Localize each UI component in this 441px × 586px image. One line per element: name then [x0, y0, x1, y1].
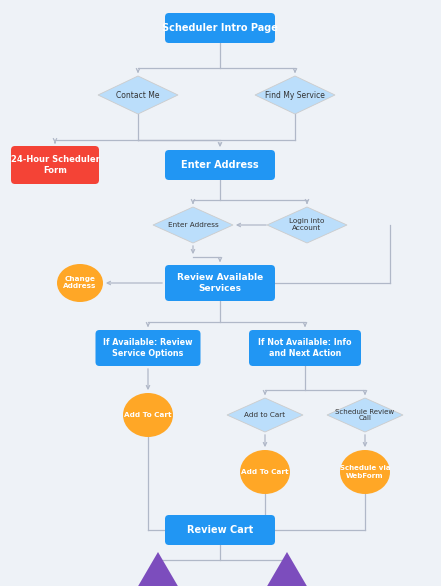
Text: Add to Cart: Add to Cart — [244, 412, 286, 418]
Text: Enter Address: Enter Address — [168, 222, 218, 228]
Text: Add To Cart: Add To Cart — [124, 412, 172, 418]
Text: 24-Hour Scheduler
Form: 24-Hour Scheduler Form — [11, 155, 99, 175]
FancyBboxPatch shape — [11, 146, 99, 184]
FancyBboxPatch shape — [165, 13, 275, 43]
Text: Contact Me: Contact Me — [116, 90, 160, 100]
Ellipse shape — [57, 264, 103, 302]
FancyBboxPatch shape — [249, 330, 361, 366]
FancyBboxPatch shape — [96, 330, 201, 366]
Text: Find My Service: Find My Service — [265, 90, 325, 100]
FancyBboxPatch shape — [165, 150, 275, 180]
Text: Review Cart: Review Cart — [187, 525, 253, 535]
Text: Login into
Account: Login into Account — [289, 219, 325, 231]
Polygon shape — [227, 398, 303, 432]
Text: Scheduler Intro Page: Scheduler Intro Page — [162, 23, 278, 33]
Polygon shape — [98, 76, 178, 114]
Text: Enter Address: Enter Address — [181, 160, 259, 170]
Text: Schedule via
WebForm: Schedule via WebForm — [340, 465, 390, 479]
Ellipse shape — [340, 450, 390, 494]
Text: If Not Available: Info
and Next Action: If Not Available: Info and Next Action — [258, 338, 352, 357]
Text: Schedule Review
Call: Schedule Review Call — [336, 408, 395, 421]
Polygon shape — [137, 552, 179, 586]
FancyBboxPatch shape — [165, 515, 275, 545]
Polygon shape — [267, 207, 347, 243]
FancyBboxPatch shape — [165, 265, 275, 301]
Text: If Available: Review
Service Options: If Available: Review Service Options — [103, 338, 193, 357]
Text: Add To Cart: Add To Cart — [241, 469, 289, 475]
Text: Change
Address: Change Address — [64, 277, 97, 289]
Polygon shape — [153, 207, 233, 243]
Ellipse shape — [240, 450, 290, 494]
Polygon shape — [327, 398, 403, 432]
Polygon shape — [255, 76, 335, 114]
Text: Review Available
Services: Review Available Services — [177, 273, 263, 292]
Ellipse shape — [123, 393, 173, 437]
Polygon shape — [266, 552, 308, 586]
